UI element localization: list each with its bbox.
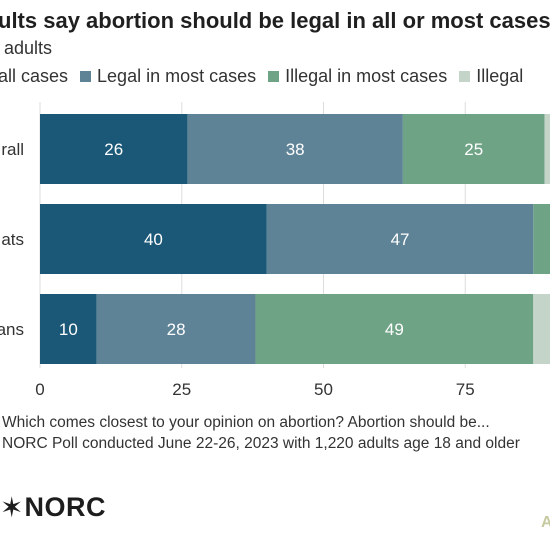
legend: all cases Legal in most cases Illegal in… bbox=[0, 64, 535, 88]
data-label: 28 bbox=[167, 320, 186, 339]
category-label: ans bbox=[0, 320, 24, 339]
legend-item-illegal-all: Illegal bbox=[459, 66, 523, 87]
bar-segment bbox=[40, 114, 188, 184]
source-note: NORC Poll conducted June 22-26, 2023 wit… bbox=[2, 435, 520, 452]
chart-title: ults say abortion should be legal in all… bbox=[0, 8, 550, 33]
asterisk-star-icon: ✶ bbox=[0, 491, 24, 523]
legend-label: Legal in most cases bbox=[97, 65, 257, 86]
bar-segment bbox=[533, 294, 550, 364]
data-label: 10 bbox=[59, 320, 78, 339]
legend-item-legal-all: all cases bbox=[0, 66, 68, 87]
bar-segment bbox=[96, 294, 256, 364]
x-tick-label: 75 bbox=[456, 380, 475, 399]
bar-segment bbox=[187, 114, 403, 184]
corner-watermark: A bbox=[541, 514, 550, 531]
data-label: 47 bbox=[391, 230, 410, 249]
data-label: 38 bbox=[286, 140, 305, 159]
logo-text: NORC bbox=[24, 492, 106, 522]
norc-logo: ✶ NORC bbox=[0, 492, 106, 523]
bar-segment bbox=[544, 114, 550, 184]
x-tick-label: 25 bbox=[172, 380, 191, 399]
stacked-bar-chart: 0 25 50 75 rall ats ans 26 38 25 40 47 10 28 49 bbox=[0, 102, 550, 399]
data-label: 40 bbox=[144, 230, 163, 249]
legend-item-legal-most: Legal in most cases bbox=[80, 66, 256, 87]
bar-segment bbox=[40, 294, 97, 364]
category-label: ats bbox=[1, 230, 24, 249]
bar-segment bbox=[533, 204, 550, 274]
legend-item-illegal-most: Illegal in most cases bbox=[268, 66, 447, 87]
legend-label: Illegal bbox=[476, 65, 524, 86]
legend-swatch bbox=[80, 70, 92, 82]
legend-label: Illegal in most cases bbox=[285, 65, 448, 86]
legend-swatch bbox=[459, 70, 471, 82]
legend-swatch bbox=[268, 70, 280, 82]
data-label: 49 bbox=[385, 320, 404, 339]
category-label: rall bbox=[1, 140, 24, 159]
bar-segment bbox=[402, 114, 545, 184]
question-note: Which comes closest to your opinion on a… bbox=[2, 414, 490, 431]
x-tick-label: 0 bbox=[35, 380, 44, 399]
bar-segment bbox=[255, 294, 534, 364]
bar-segment bbox=[266, 204, 534, 274]
data-label: 25 bbox=[464, 140, 483, 159]
bar-segment bbox=[40, 204, 267, 274]
x-tick-label: 50 bbox=[314, 380, 333, 399]
legend-label: all cases bbox=[0, 65, 69, 86]
chart-subtitle: adults bbox=[4, 38, 53, 58]
data-label: 26 bbox=[104, 140, 123, 159]
